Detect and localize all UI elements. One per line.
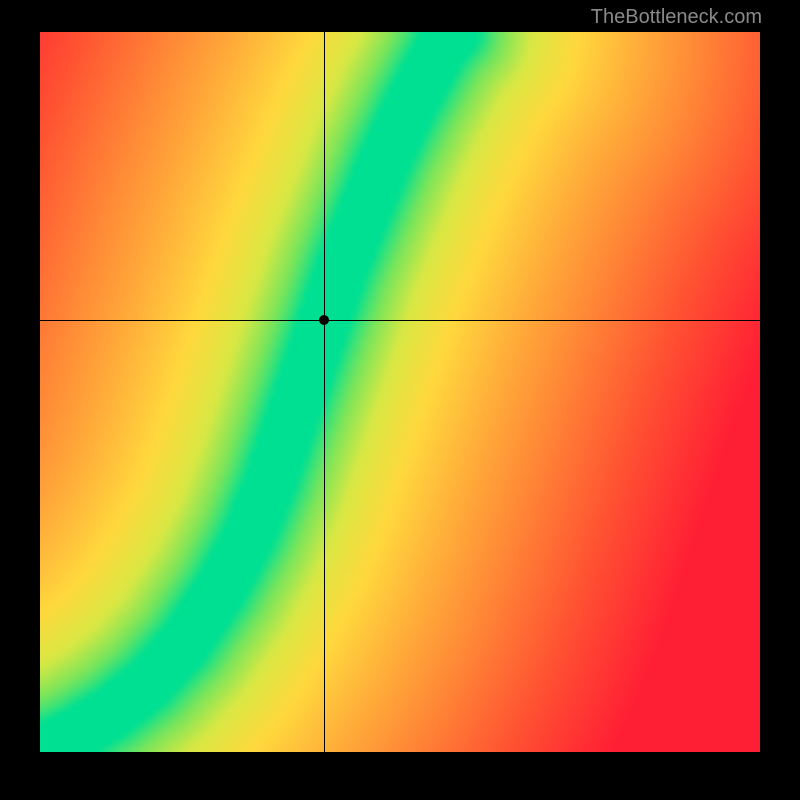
watermark-text: TheBottleneck.com [591, 6, 762, 29]
heatmap-chart [40, 32, 760, 752]
heatmap-canvas [40, 32, 760, 752]
crosshair-vertical [324, 32, 325, 752]
crosshair-marker [319, 315, 329, 325]
crosshair-horizontal [40, 320, 760, 321]
